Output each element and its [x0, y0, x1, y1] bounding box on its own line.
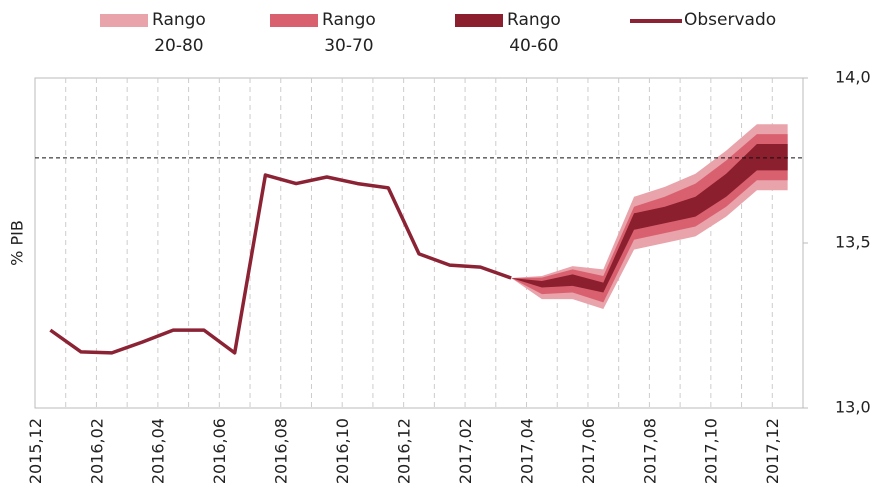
y-tick-label: 13,0	[835, 398, 871, 417]
x-tick-label: 2017,02	[456, 418, 475, 484]
x-tick-label: 2017,06	[579, 418, 598, 484]
legend-swatch	[270, 14, 318, 27]
legend-label: Observado	[684, 10, 777, 30]
x-tick-label: 2017,10	[702, 418, 721, 484]
legend-swatch	[630, 19, 682, 23]
x-tick-label: 2016,02	[87, 418, 106, 484]
x-tick-label: 2016,10	[333, 418, 352, 484]
y-tick-label: 14,0	[835, 68, 871, 87]
x-tick-label: 2015,12	[26, 418, 45, 484]
fan-band	[511, 144, 788, 293]
x-tick-label: 2016,06	[210, 418, 229, 484]
x-tick-label: 2017,04	[517, 418, 536, 484]
plot-frame	[34, 77, 804, 409]
observed-line	[49, 173, 512, 355]
legend-label: Rango 30-70	[322, 10, 376, 56]
x-tick-label: 2017,08	[640, 418, 659, 484]
x-tick-label: 2017,12	[763, 418, 782, 484]
legend-label: Rango 40-60	[507, 10, 561, 56]
y-tick-label: 13,5	[835, 233, 871, 252]
legend-label: Rango 20-80	[152, 10, 206, 56]
y-axis-label: % PIB	[8, 220, 27, 266]
x-tick-label: 2016,04	[149, 418, 168, 484]
x-tick-label: 2016,12	[395, 418, 414, 484]
x-tick-label: 2016,08	[272, 418, 291, 484]
legend-swatch	[100, 14, 148, 27]
legend-swatch	[455, 14, 503, 27]
